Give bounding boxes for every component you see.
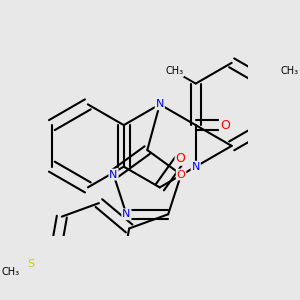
Text: N: N	[109, 169, 118, 180]
Text: O: O	[220, 118, 230, 132]
Text: CH₃: CH₃	[280, 66, 298, 76]
Text: CH₃: CH₃	[2, 267, 20, 277]
Text: O: O	[177, 169, 185, 180]
Text: N: N	[122, 209, 130, 219]
Text: CH₃: CH₃	[165, 66, 183, 76]
Text: N: N	[156, 99, 164, 110]
Text: N: N	[191, 162, 200, 172]
Text: S: S	[27, 259, 34, 269]
Text: O: O	[176, 152, 185, 165]
